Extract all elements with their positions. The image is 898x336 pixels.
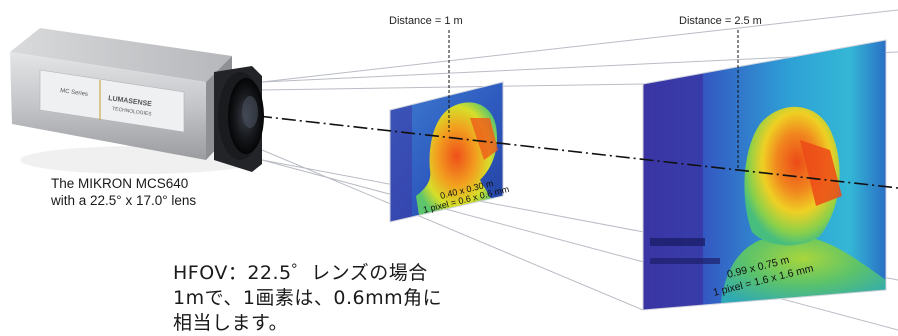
camera-caption-line1: The MIKRON MCS640 [51, 176, 189, 191]
distance-1-label: Distance = 1 m [389, 15, 463, 27]
camera-brand-left: MC Series [60, 88, 89, 98]
note-line3: 相当します。 [173, 312, 289, 334]
camera-illustration: MC Series LUMASENSE TECHNOLOGIES [10, 28, 264, 174]
optical-axis [257, 115, 898, 189]
note-line1: HFOV：22.5゜レンズの場合 [173, 262, 428, 284]
fov-lines [261, 9, 898, 331]
near-thermal-panel: 0.40 x 0.30 m 1 pixel = 0.6 x 0.6 mm [389, 81, 510, 223]
note-line2: 1mで、1画素は、0.6mm角に [173, 287, 443, 309]
distance-2-label: Distance = 2.5 m [679, 15, 762, 27]
far-thermal-panel: 0.99 x 0.75 m 1 pixel = 1.6 x 1.6 mm [642, 39, 887, 311]
camera-brand-sub: TECHNOLOGIES [112, 106, 153, 118]
camera-caption-line2: with a 22.5° x 17.0° lens [51, 193, 197, 208]
